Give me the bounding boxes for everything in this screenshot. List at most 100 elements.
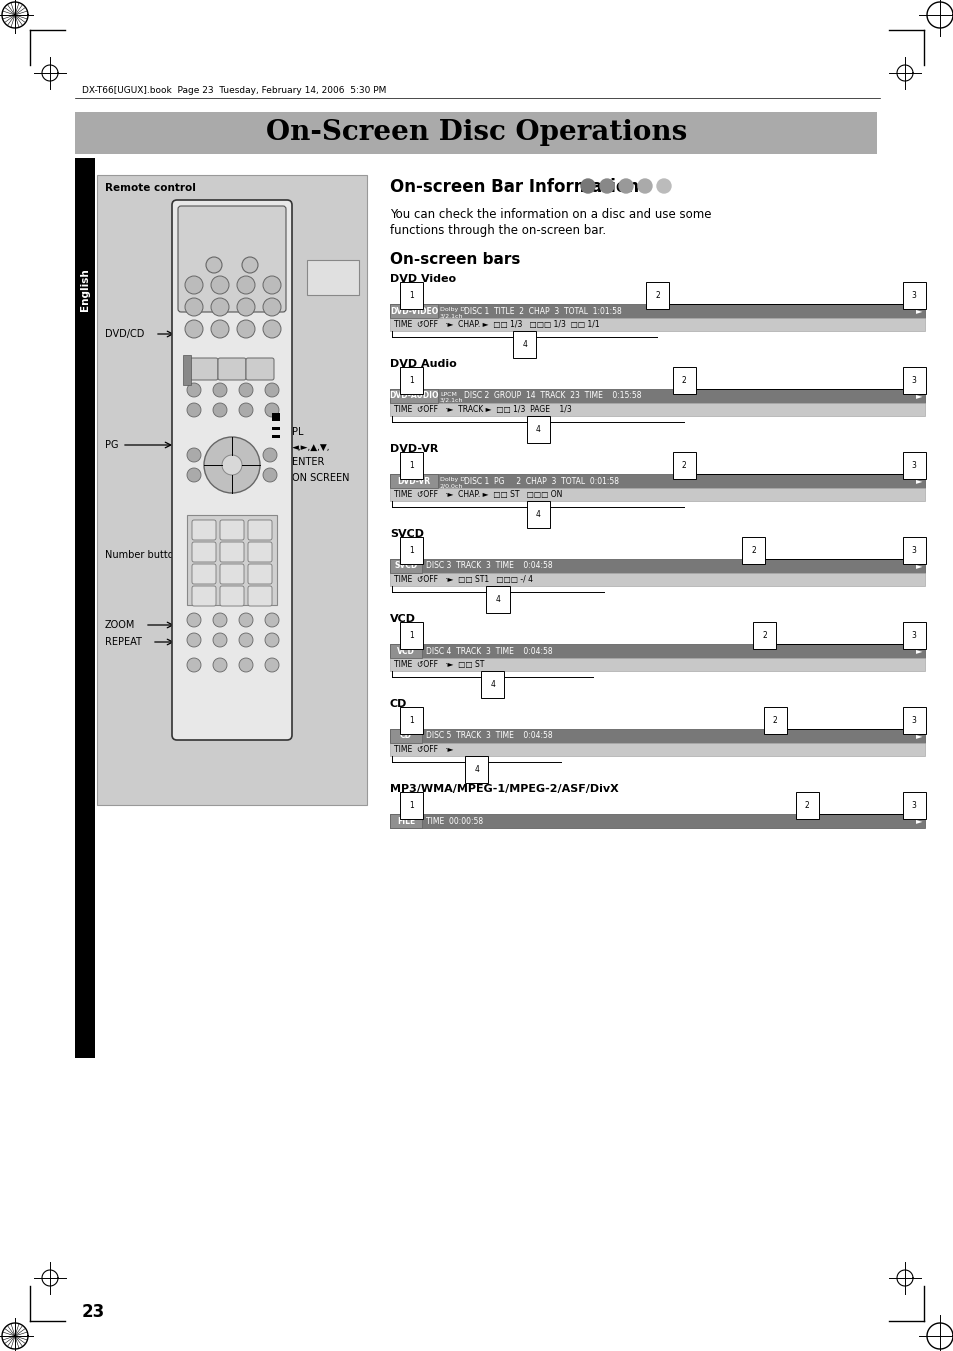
FancyBboxPatch shape <box>220 542 244 562</box>
Text: 4: 4 <box>536 426 540 434</box>
Circle shape <box>187 449 201 462</box>
Text: functions through the on-screen bar.: functions through the on-screen bar. <box>390 224 605 236</box>
Text: DISC 3  TRACK  3  TIME    0:04:58: DISC 3 TRACK 3 TIME 0:04:58 <box>426 562 552 570</box>
Text: MP3/WMA/MPEG-1/MPEG-2/ASF/DivX: MP3/WMA/MPEG-1/MPEG-2/ASF/DivX <box>390 784 618 794</box>
Bar <box>187 515 276 605</box>
Text: CD: CD <box>399 731 412 740</box>
Text: 2: 2 <box>655 290 659 300</box>
Circle shape <box>222 455 242 476</box>
Text: 3: 3 <box>911 546 916 555</box>
Bar <box>390 743 924 757</box>
Circle shape <box>206 257 222 273</box>
FancyBboxPatch shape <box>192 563 215 584</box>
Text: 4: 4 <box>201 547 206 557</box>
Circle shape <box>187 382 201 397</box>
Text: TIME  00:00:58: TIME 00:00:58 <box>426 816 482 825</box>
Text: DVD-AUDIO: DVD-AUDIO <box>389 392 438 400</box>
Circle shape <box>185 320 203 338</box>
Circle shape <box>187 634 201 647</box>
Bar <box>272 413 280 422</box>
Circle shape <box>204 436 260 493</box>
Text: DVD Video: DVD Video <box>390 274 456 284</box>
Text: 7: 7 <box>201 570 206 578</box>
Text: TV: TV <box>328 276 337 282</box>
Text: 2: 2 <box>681 376 686 385</box>
Text: 6: 6 <box>257 547 262 557</box>
Circle shape <box>213 382 227 397</box>
Circle shape <box>213 634 227 647</box>
Circle shape <box>265 634 278 647</box>
Text: DISC 1  TITLE  2  CHAP  3  TOTAL  1:01:58: DISC 1 TITLE 2 CHAP 3 TOTAL 1:01:58 <box>463 307 621 316</box>
Circle shape <box>265 658 278 671</box>
Text: VCD: VCD <box>396 647 415 655</box>
Circle shape <box>580 178 595 193</box>
Bar <box>390 658 924 671</box>
Circle shape <box>618 178 633 193</box>
Text: 2: 2 <box>804 801 809 811</box>
Text: Number buttons: Number buttons <box>105 550 185 561</box>
Text: 4: 4 <box>490 680 495 689</box>
Circle shape <box>263 449 276 462</box>
Circle shape <box>239 634 253 647</box>
Text: 3: 3 <box>911 716 916 725</box>
Text: ENTER: ENTER <box>292 457 324 467</box>
FancyBboxPatch shape <box>172 200 292 740</box>
Circle shape <box>242 257 257 273</box>
Text: mar: mar <box>218 235 246 249</box>
Text: English: English <box>80 267 90 311</box>
Text: 3/2.1ch: 3/2.1ch <box>439 313 463 317</box>
Text: DISC 2  GROUP  14  TRACK  23  TIME    0:15:58: DISC 2 GROUP 14 TRACK 23 TIME 0:15:58 <box>463 392 640 400</box>
Text: 3: 3 <box>911 631 916 640</box>
FancyBboxPatch shape <box>248 542 272 562</box>
Text: You can check the information on a disc and use some: You can check the information on a disc … <box>390 208 711 222</box>
Bar <box>390 730 924 743</box>
Text: DISC 1  PG     2  CHAP  3  TOTAL  0:01:58: DISC 1 PG 2 CHAP 3 TOTAL 0:01:58 <box>463 477 618 485</box>
Circle shape <box>213 658 227 671</box>
Text: 4: 4 <box>474 765 478 774</box>
Text: 23: 23 <box>82 1302 105 1321</box>
Text: TIME  ↺OFF   ·►: TIME ↺OFF ·► <box>394 744 453 754</box>
FancyBboxPatch shape <box>218 358 246 380</box>
Text: 3: 3 <box>911 290 916 300</box>
Circle shape <box>213 403 227 417</box>
Text: 1: 1 <box>409 631 414 640</box>
FancyBboxPatch shape <box>248 563 272 584</box>
Circle shape <box>263 467 276 482</box>
Text: 4: 4 <box>521 340 527 349</box>
Circle shape <box>236 299 254 316</box>
Text: ►: ► <box>915 731 922 740</box>
Text: 3: 3 <box>911 376 916 385</box>
Bar <box>390 644 421 658</box>
Bar <box>272 427 280 430</box>
Bar <box>390 389 924 403</box>
Text: DVD-VR: DVD-VR <box>397 477 430 485</box>
Circle shape <box>211 276 229 295</box>
Bar <box>390 730 421 743</box>
Text: DVD Audio: DVD Audio <box>390 359 456 369</box>
Text: SVCD: SVCD <box>390 530 423 539</box>
Circle shape <box>239 613 253 627</box>
Text: 1: 1 <box>409 290 414 300</box>
Circle shape <box>187 403 201 417</box>
Circle shape <box>265 403 278 417</box>
Text: 2: 2 <box>751 546 756 555</box>
Text: VCD: VCD <box>390 613 416 624</box>
Circle shape <box>265 613 278 627</box>
Text: 1: 1 <box>409 801 414 811</box>
Circle shape <box>211 320 229 338</box>
Text: REPEAT: REPEAT <box>105 638 142 647</box>
Circle shape <box>185 276 203 295</box>
Bar <box>390 559 924 573</box>
Text: 1: 1 <box>201 526 206 535</box>
Text: CD: CD <box>390 698 407 709</box>
Bar <box>390 559 421 573</box>
Circle shape <box>211 299 229 316</box>
FancyBboxPatch shape <box>192 520 215 540</box>
Text: 2/0.0ch: 2/0.0ch <box>439 484 463 488</box>
Circle shape <box>187 467 201 482</box>
Text: ►: ► <box>915 392 922 400</box>
Bar <box>390 403 924 416</box>
Text: 5: 5 <box>230 547 234 557</box>
Text: DVD-VIDEO: DVD-VIDEO <box>390 307 437 316</box>
Bar <box>390 644 924 658</box>
